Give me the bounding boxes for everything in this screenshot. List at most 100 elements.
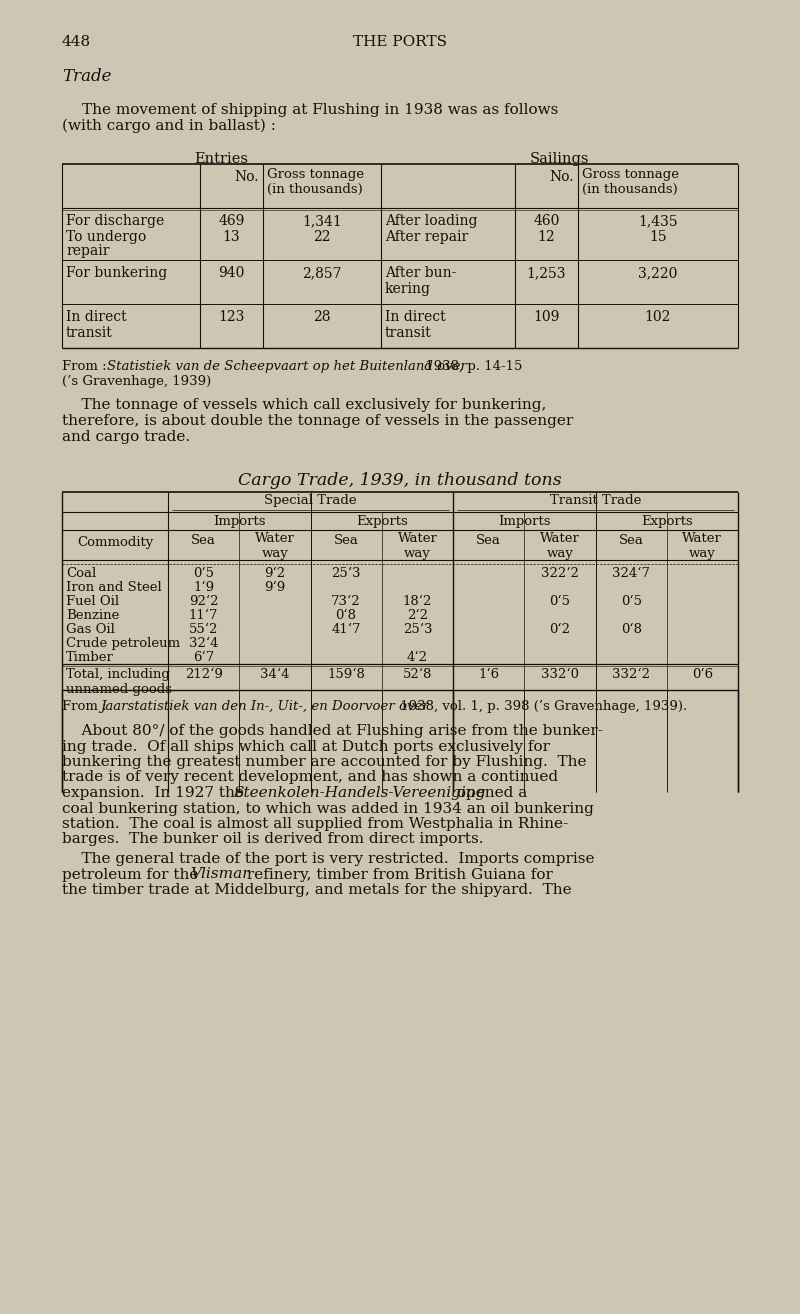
Text: station.  The coal is almost all supplied from Westphalia in Rhine-: station. The coal is almost all supplied… <box>62 817 568 830</box>
Text: 1938, p. 14-15: 1938, p. 14-15 <box>421 360 522 373</box>
Text: No.: No. <box>550 170 574 184</box>
Text: 52‘8: 52‘8 <box>402 668 432 681</box>
Text: 0‘8: 0‘8 <box>336 608 357 622</box>
Text: Iron and Steel: Iron and Steel <box>66 581 162 594</box>
Text: 73‘2: 73‘2 <box>331 595 361 608</box>
Text: 13: 13 <box>222 230 240 244</box>
Text: 32‘4: 32‘4 <box>189 637 218 650</box>
Text: 1‘9: 1‘9 <box>193 581 214 594</box>
Text: 9‘2: 9‘2 <box>264 568 286 579</box>
Text: Imports: Imports <box>498 515 550 528</box>
Text: About 80°/ of the goods handled at Flushing arise from the bunker-: About 80°/ of the goods handled at Flush… <box>62 724 603 738</box>
Text: 469: 469 <box>218 214 245 229</box>
Text: For discharge: For discharge <box>66 214 164 229</box>
Text: Water
way: Water way <box>540 532 580 560</box>
Text: 460: 460 <box>534 214 560 229</box>
Text: Vlismar: Vlismar <box>190 867 250 882</box>
Text: For bunkering: For bunkering <box>66 265 167 280</box>
Text: 0‘5: 0‘5 <box>193 568 214 579</box>
Text: Gross tonnage
(in thousands): Gross tonnage (in thousands) <box>582 168 679 196</box>
Text: 324‘7: 324‘7 <box>612 568 650 579</box>
Text: and cargo trade.: and cargo trade. <box>62 430 190 444</box>
Text: Sea: Sea <box>476 533 501 547</box>
Text: 92‘2: 92‘2 <box>189 595 218 608</box>
Text: Sea: Sea <box>191 533 216 547</box>
Text: 1‘6: 1‘6 <box>478 668 499 681</box>
Text: 1,341: 1,341 <box>302 214 342 229</box>
Text: Water
way: Water way <box>255 532 295 560</box>
Text: Cargo Trade, 1939, in thousand tons: Cargo Trade, 1939, in thousand tons <box>238 472 562 489</box>
Text: After bun-: After bun- <box>385 265 456 280</box>
Text: barges.  The bunker oil is derived from direct imports.: barges. The bunker oil is derived from d… <box>62 833 483 846</box>
Text: 332‘2: 332‘2 <box>612 668 650 681</box>
Text: 25‘3: 25‘3 <box>331 568 361 579</box>
Text: 55‘2: 55‘2 <box>189 623 218 636</box>
Text: expansion.  In 1927 the: expansion. In 1927 the <box>62 786 249 800</box>
Text: Total, including
unnamed goods: Total, including unnamed goods <box>66 668 172 696</box>
Text: 322‘2: 322‘2 <box>541 568 579 579</box>
Text: 448: 448 <box>62 35 91 49</box>
Text: Sea: Sea <box>334 533 358 547</box>
Text: repair: repair <box>66 244 110 258</box>
Text: Sailings: Sailings <box>530 152 590 166</box>
Text: The movement of shipping at Flushing in 1938 was as follows: The movement of shipping at Flushing in … <box>82 102 558 117</box>
Text: Gross tonnage
(in thousands): Gross tonnage (in thousands) <box>267 168 364 196</box>
Text: 2‘2: 2‘2 <box>407 608 428 622</box>
Text: trade is of very recent development, and has shown a continued: trade is of very recent development, and… <box>62 770 558 784</box>
Text: In direct: In direct <box>66 310 126 325</box>
Text: Imports: Imports <box>213 515 266 528</box>
Text: Trade: Trade <box>62 68 111 85</box>
Text: Special Trade: Special Trade <box>264 494 357 507</box>
Text: Crude petroleum: Crude petroleum <box>66 637 180 650</box>
Text: After repair: After repair <box>385 230 468 244</box>
Text: 1,253: 1,253 <box>526 265 566 280</box>
Text: 102: 102 <box>645 310 671 325</box>
Text: THE PORTS: THE PORTS <box>353 35 447 49</box>
Text: From :: From : <box>62 360 115 373</box>
Text: 0‘8: 0‘8 <box>621 623 642 636</box>
Text: 25‘3: 25‘3 <box>402 623 432 636</box>
Text: Jaarstatistiek van den In-, Uit-, en Doorvoer over: Jaarstatistiek van den In-, Uit-, en Doo… <box>100 700 429 714</box>
Text: 1,435: 1,435 <box>638 214 678 229</box>
Text: bunkering the greatest number are accounted for by Flushing.  The: bunkering the greatest number are accoun… <box>62 756 586 769</box>
Text: 3,220: 3,220 <box>638 265 678 280</box>
Text: Water
way: Water way <box>682 532 722 560</box>
Text: 0‘5: 0‘5 <box>550 595 570 608</box>
Text: Steenkolen-Handels-Vereeniging: Steenkolen-Handels-Vereeniging <box>234 786 486 800</box>
Text: (with cargo and in ballast) :: (with cargo and in ballast) : <box>62 120 276 134</box>
Text: 28: 28 <box>314 310 330 325</box>
Text: 15: 15 <box>649 230 667 244</box>
Text: kering: kering <box>385 283 431 296</box>
Text: 2,857: 2,857 <box>302 265 342 280</box>
Text: 18‘2: 18‘2 <box>402 595 432 608</box>
Text: Coal: Coal <box>66 568 96 579</box>
Text: To undergo: To undergo <box>66 230 146 244</box>
Text: 0‘6: 0‘6 <box>692 668 713 681</box>
Text: petroleum for the: petroleum for the <box>62 867 203 882</box>
Text: 123: 123 <box>218 310 245 325</box>
Text: transit: transit <box>66 326 113 340</box>
Text: Statistiek van de Scheepvaart op het Buitenland over: Statistiek van de Scheepvaart op het Bui… <box>107 360 467 373</box>
Text: 0‘2: 0‘2 <box>550 623 570 636</box>
Text: Exports: Exports <box>356 515 408 528</box>
Text: Exports: Exports <box>641 515 693 528</box>
Text: opened a: opened a <box>452 786 527 800</box>
Text: the timber trade at Middelburg, and metals for the shipyard.  The: the timber trade at Middelburg, and meta… <box>62 883 572 897</box>
Text: 22: 22 <box>314 230 330 244</box>
Text: 109: 109 <box>534 310 560 325</box>
Text: 940: 940 <box>218 265 245 280</box>
Text: No.: No. <box>234 170 259 184</box>
Text: 9‘9: 9‘9 <box>264 581 286 594</box>
Text: coal bunkering station, to which was added in 1934 an oil bunkering: coal bunkering station, to which was add… <box>62 802 594 816</box>
Text: ing trade.  Of all ships which call at Dutch ports exclusively for: ing trade. Of all ships which call at Du… <box>62 740 550 753</box>
Text: 212‘9: 212‘9 <box>185 668 222 681</box>
Text: therefore, is about double the tonnage of vessels in the passenger: therefore, is about double the tonnage o… <box>62 414 574 428</box>
Text: Gas Oil: Gas Oil <box>66 623 115 636</box>
Text: 41‘7: 41‘7 <box>331 623 361 636</box>
Text: 159‘8: 159‘8 <box>327 668 365 681</box>
Text: In direct: In direct <box>385 310 446 325</box>
Text: 34‘4: 34‘4 <box>260 668 290 681</box>
Text: 1938, vol. 1, p. 398 (’s Gravenhage, 1939).: 1938, vol. 1, p. 398 (’s Gravenhage, 193… <box>396 700 687 714</box>
Text: 4‘2: 4‘2 <box>407 650 428 664</box>
Text: From :: From : <box>62 700 111 714</box>
